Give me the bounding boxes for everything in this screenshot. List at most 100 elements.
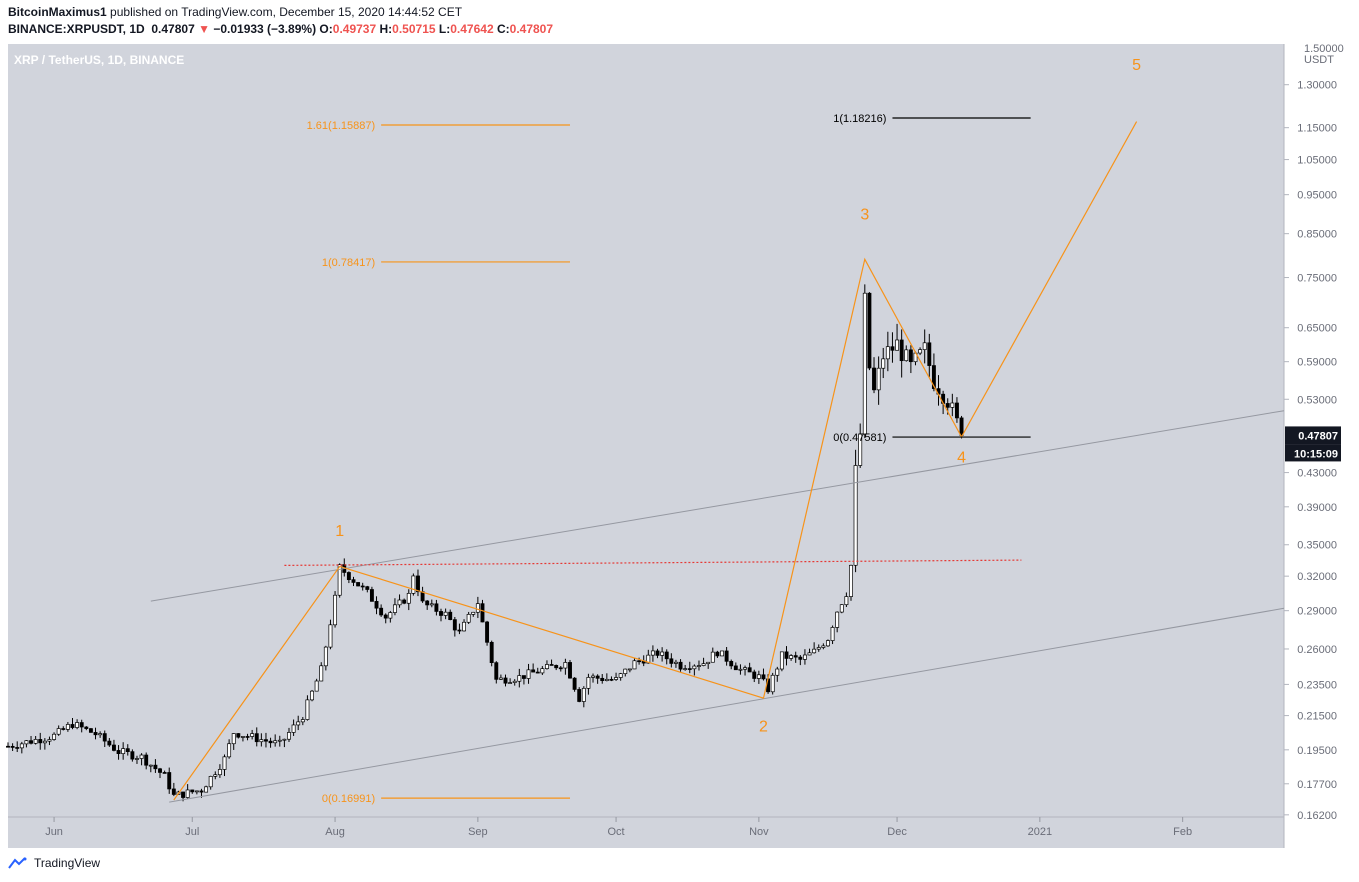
candle-body [826, 640, 830, 647]
candle-body [222, 756, 227, 770]
footer: TradingView [0, 848, 1359, 882]
candle-body [448, 611, 453, 620]
candle-body [10, 745, 15, 748]
candle-body [213, 774, 218, 777]
candle-body [950, 402, 955, 408]
candle-body [411, 575, 416, 594]
x-tick-label: Nov [749, 826, 769, 838]
countdown-bg [1285, 444, 1341, 462]
candle-body [125, 748, 130, 753]
candle-body [466, 613, 471, 623]
candle-body [245, 736, 250, 738]
candle-body [789, 655, 794, 659]
candle-body [360, 585, 365, 588]
high-value: 0.50715 [392, 22, 436, 36]
candle-body [554, 665, 559, 669]
candle-body [839, 604, 844, 613]
candle-body [88, 728, 93, 733]
candle-body [98, 733, 103, 736]
candle-body [835, 611, 840, 628]
fib-level-label: 1.61(1.15887) [307, 120, 376, 132]
candle-body [287, 732, 291, 740]
candle-body [807, 652, 812, 656]
candle-body [310, 690, 314, 701]
candle-body [199, 790, 204, 793]
x-tick-label: Sep [468, 826, 488, 838]
candle-body [521, 675, 526, 679]
price-chart[interactable]: 1.61(1.15887) 1(0.78417) 0(0.16991) 1(1.182… [0, 44, 1359, 848]
candle-body [346, 572, 351, 581]
tradingview-logo[interactable]: TradingView [8, 856, 100, 870]
resistance-dotted [284, 559, 1022, 567]
price-tag-bg [1285, 426, 1341, 445]
candle-body [185, 789, 190, 798]
candle-body [107, 740, 112, 746]
candle-body [867, 292, 872, 369]
candle-body [558, 667, 563, 670]
candle-body [503, 677, 508, 684]
candle-body [240, 736, 245, 738]
plot-area[interactable] [8, 44, 1284, 817]
candle-body [443, 611, 448, 616]
close-value: 0.47807 [509, 22, 554, 36]
candle-body [489, 641, 494, 663]
candle-body [627, 668, 632, 671]
tradingview-brand: TradingView [34, 856, 101, 870]
candle-body [692, 665, 697, 670]
candle-body [498, 677, 503, 680]
candle-body [190, 789, 195, 793]
candle-body [402, 599, 407, 604]
price-tag-value: 0.47807 [1298, 430, 1338, 442]
published-text: published on TradingView.com, December 1… [110, 5, 463, 19]
candle-body [47, 739, 52, 742]
candle-body [102, 733, 107, 742]
candle-body [217, 769, 222, 776]
candle-body [595, 675, 600, 679]
candle-body [512, 680, 517, 683]
candle-body [379, 607, 384, 616]
candle-body [356, 582, 361, 587]
annotations: 1.61(1.15887) 1(0.78417) 0(0.16991) 1(1.182… [307, 57, 1142, 805]
candle-body [793, 655, 798, 658]
candle-body [323, 646, 328, 667]
candle-body [632, 660, 637, 670]
fib-level-label: 1(0.78417) [322, 257, 375, 269]
candle-body [130, 751, 135, 760]
candle-body [471, 611, 476, 615]
y-tick-label: 0.32000 [1297, 571, 1337, 583]
wave-label-2: 2 [759, 719, 768, 736]
candle-body [439, 611, 443, 616]
candle-body [872, 367, 876, 391]
candle-body [328, 624, 333, 648]
candle-body [655, 650, 660, 656]
candle-body [153, 764, 158, 770]
symbol-ohlc-line: BINANCE:XRPUSDT, 1D 0.47807 ▼ −0.01933 (… [8, 22, 553, 36]
candles [6, 284, 964, 802]
x-tick-label: Oct [607, 826, 624, 838]
candle-body [148, 764, 153, 767]
candle-body [862, 292, 867, 435]
wave-label-1: 1 [335, 523, 344, 540]
symbol-line: BINANCE:XRPUSDT, 1D [8, 22, 145, 36]
time-axis[interactable] [8, 817, 1284, 848]
last-price: 0.47807 [151, 22, 195, 36]
author-name[interactable]: BitcoinMaximus1 [8, 5, 107, 19]
candle-body [816, 647, 821, 650]
candle-body [268, 740, 273, 744]
open-label: O: [319, 22, 333, 36]
candle-body [918, 349, 923, 354]
candle-body [162, 772, 167, 774]
candle-body [581, 687, 586, 702]
candle-body [61, 728, 66, 730]
low-label: L: [438, 22, 451, 36]
candle-body [42, 740, 47, 744]
candle-body [282, 738, 287, 741]
candle-body [701, 663, 706, 666]
wave-label-3: 3 [860, 207, 869, 224]
candle-body [305, 699, 310, 720]
candle-body [139, 754, 144, 759]
candle-body [416, 575, 420, 593]
candle-body [52, 733, 57, 740]
x-tick-label: Jun [45, 826, 63, 838]
candle-body [6, 745, 10, 748]
